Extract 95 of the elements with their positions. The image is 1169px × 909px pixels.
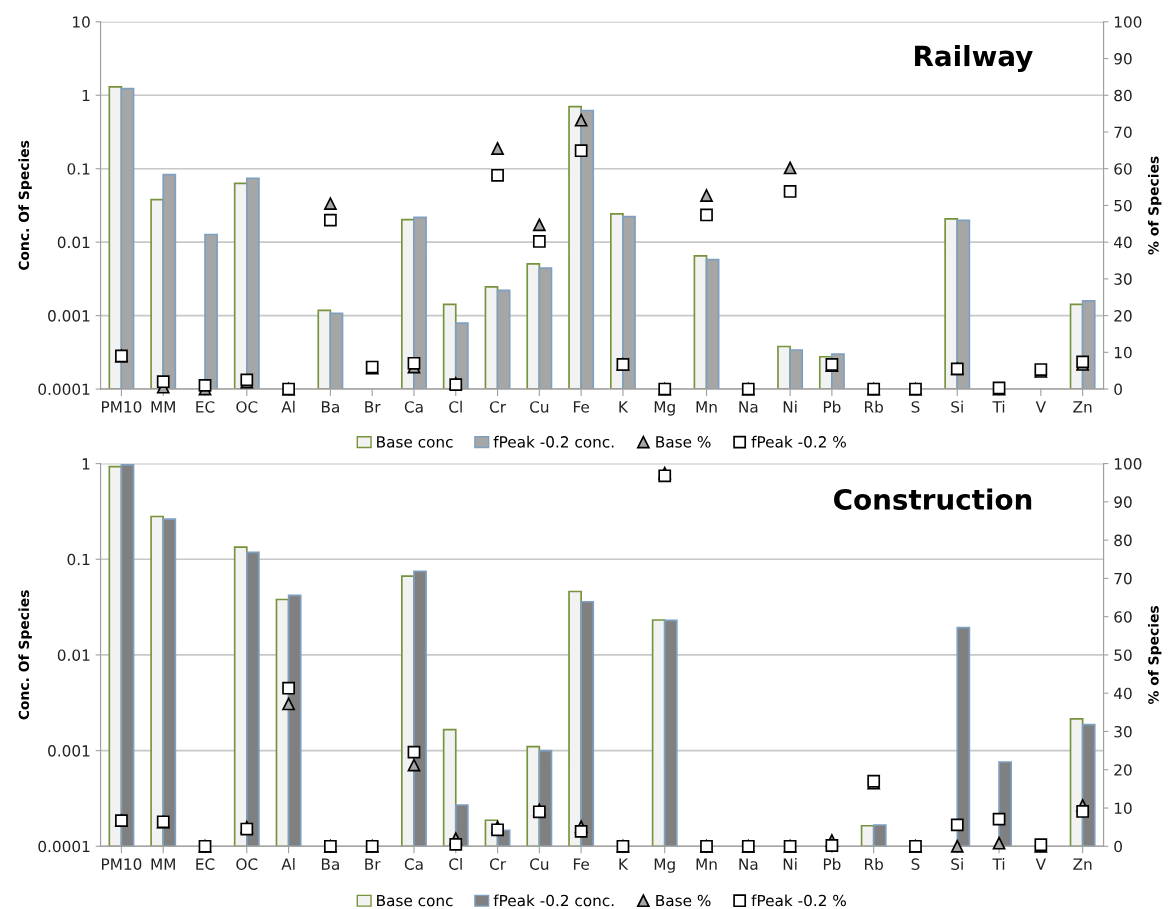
x-tick-label: Mg [654,401,675,416]
y-axis-title: Conc. Of Species [18,140,32,271]
legend-label: Base conc [377,894,453,907]
legend-label: Base % [656,894,711,907]
y2-tick-label: 10 [1114,346,1132,359]
y2-tick-label: 100 [1114,16,1142,28]
y-axis-title: Conc. Of Species [18,590,32,720]
y2-axis-title: % of Species [1147,605,1162,705]
x-tick-label: V [1035,401,1046,413]
y2-tick-label: 40 [1114,687,1132,700]
y-tick-label: 0.01 [57,649,90,661]
y2-tick-label: 20 [1114,764,1132,776]
x-tick-label: MM [151,858,175,870]
x-tick-label: Mg [654,858,675,873]
x-tick-label: K [619,401,629,413]
x-tick-label: Al [281,858,295,870]
y2-tick-label: 70 [1114,126,1132,139]
y2-axis-title: % of Species [1147,156,1162,255]
legend-label: fPeak -0.2 conc. [493,894,614,907]
x-tick-label: Ca [404,858,423,870]
y2-tick-label: 60 [1114,611,1132,623]
y2-tick-label: 90 [1114,53,1132,65]
x-tick-label: Mn [696,401,717,413]
x-tick-label: Cu [530,858,549,870]
legend-label: fPeak -0.2 conc. [493,435,614,448]
x-tick-label: OC [236,858,258,870]
y2-tick-label: 30 [1114,273,1132,285]
y2-tick-label: 80 [1114,534,1132,547]
y2-tick-label: 0 [1114,840,1122,853]
x-tick-label: Ti [992,400,1005,413]
y2-tick-label: 80 [1114,89,1132,102]
x-tick-label: Rb [865,400,883,413]
y2-tick-label: 10 [1114,802,1132,815]
y2-tick-label: 70 [1114,572,1132,585]
y-tick-label: 0.1 [67,553,90,566]
x-tick-label: EC [196,858,215,870]
x-tick-label: S [911,401,920,413]
x-tick-label: S [911,858,920,870]
x-tick-label: Br [365,858,381,870]
x-tick-label: Ni [783,400,797,413]
legend-label: fPeak -0.2 % [751,894,846,907]
y2-tick-label: 20 [1114,310,1132,322]
x-tick-label: PM10 [102,858,142,870]
y-tick-label: 0.0001 [38,840,90,853]
x-tick-label: Ca [404,401,423,413]
x-tick-label: Zn [1073,401,1092,413]
x-tick-label: Cu [530,401,549,413]
x-tick-label: Na [739,401,758,413]
x-tick-label: Mn [696,858,717,870]
y-tick-label: 10 [73,16,90,28]
x-tick-label: Cl [449,858,462,870]
x-tick-label: MM [151,401,175,413]
y-tick-label: 1 [82,458,90,470]
y-tick-label: 1 [82,89,90,102]
x-tick-label: OC [236,401,258,413]
y2-tick-label: 100 [1114,458,1142,470]
y2-tick-label: 50 [1114,199,1132,212]
y-tick-label: 0.001 [48,310,90,322]
x-tick-label: Pb [823,400,841,413]
x-tick-label: PM10 [102,401,142,413]
x-tick-label: Ba [321,401,339,413]
x-tick-label: Zn [1073,858,1092,870]
x-tick-label: Si [951,858,963,870]
x-tick-label: Al [281,400,295,413]
x-tick-label: Cl [449,400,462,413]
x-tick-label: Cr [489,401,507,413]
x-tick-label: Ti [992,858,1005,870]
x-tick-label: K [619,858,629,870]
y-tick-label: 0.1 [67,163,90,175]
x-tick-label: Fe [573,858,589,870]
x-tick-label: Pb [823,858,841,870]
x-tick-label: Br [365,401,381,413]
text: Railway [915,44,1033,73]
y2-tick-label: 30 [1114,725,1132,738]
x-tick-label: Na [739,858,758,870]
y2-tick-label: 60 [1114,163,1132,175]
y-tick-label: 0.0001 [38,383,90,396]
x-tick-label: V [1035,858,1046,870]
x-tick-label: Si [951,400,963,413]
x-tick-label: Rb [865,858,883,870]
y2-tick-label: 50 [1114,649,1132,661]
y2-tick-label: 0 [1114,383,1122,396]
legend-label: fPeak -0.2 % [751,435,846,448]
legend-label: Base % [656,436,711,448]
y-tick-label: 0.01 [57,236,90,249]
x-tick-label: Ba [321,858,339,870]
y-tick-label: 0.001 [48,745,90,757]
legend-label: Base conc [377,436,453,448]
x-tick-label: Cr [489,858,507,870]
y2-tick-label: 40 [1114,236,1132,249]
y2-tick-label: 90 [1114,496,1132,508]
x-tick-label: Ni [783,858,797,870]
x-tick-label: EC [196,401,215,413]
text: Construction [834,488,1032,510]
x-tick-label: Fe [573,401,589,413]
